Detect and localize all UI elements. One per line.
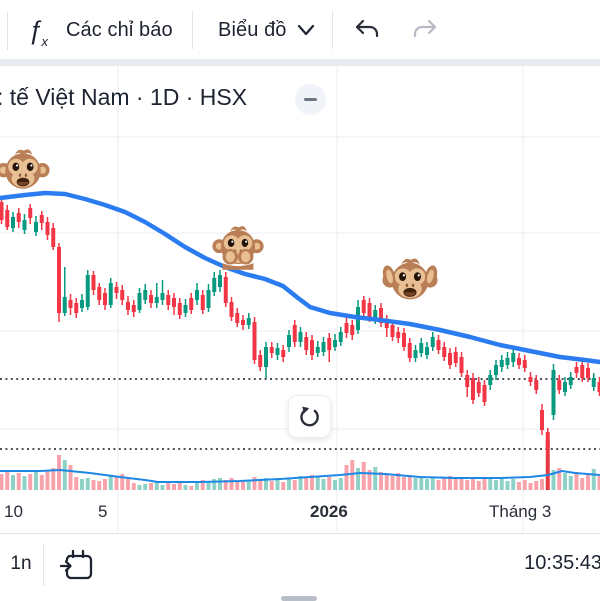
fx-icon: ƒx	[28, 15, 49, 46]
chevron-down-icon	[297, 23, 315, 37]
hear-no-evil-monkey-emoji[interactable]	[382, 253, 438, 309]
home-indicator	[281, 596, 317, 601]
go-to-date-button[interactable]	[58, 546, 98, 586]
interval-button[interactable]: 1n	[0, 540, 42, 588]
chart-type-button[interactable]: Biểu đồ	[218, 0, 315, 60]
chart-type-label: Biểu đồ	[218, 19, 287, 42]
speak-no-evil-monkey-emoji[interactable]	[212, 221, 264, 273]
undo-button[interactable]	[352, 14, 388, 48]
symbol-title[interactable]: : tế Việt Nam · 1D · HSX	[0, 84, 247, 111]
minus-icon	[304, 98, 317, 101]
x-axis-label: 5	[98, 502, 107, 522]
top-toolbar: ƒx Các chỉ báo Biểu đồ	[0, 0, 600, 60]
redo-button[interactable]	[410, 14, 446, 48]
toolbar-divider	[0, 59, 600, 66]
x-axis[interactable]: 10 5 2026 Tháng 3	[0, 499, 600, 525]
indicators-button-label[interactable]: Các chỉ báo	[66, 19, 173, 42]
refresh-counterclockwise-icon	[297, 404, 323, 430]
candlestick-chart[interactable]	[0, 66, 600, 533]
x-axis-label: 2026	[310, 502, 348, 522]
redo-icon	[410, 14, 440, 44]
x-axis-label: 10	[4, 502, 23, 522]
toolbar-separator	[192, 11, 193, 49]
bottom-bar-separator	[43, 544, 44, 586]
undo-icon	[352, 14, 382, 44]
current-time: 10:35:43	[524, 552, 600, 575]
x-axis-label: Tháng 3	[489, 502, 551, 522]
chart-area[interactable]	[0, 66, 600, 533]
bottom-toolbar: 1n 10:35:43	[0, 534, 600, 600]
collapse-legend-button[interactable]	[295, 84, 326, 115]
indicators-button[interactable]: ƒx	[28, 0, 49, 60]
calendar-goto-icon	[58, 546, 98, 586]
toolbar-left-separator	[7, 12, 8, 50]
monkey-face-emoji[interactable]	[0, 144, 50, 198]
reset-chart-button[interactable]	[288, 395, 331, 438]
toolbar-separator	[332, 11, 333, 49]
